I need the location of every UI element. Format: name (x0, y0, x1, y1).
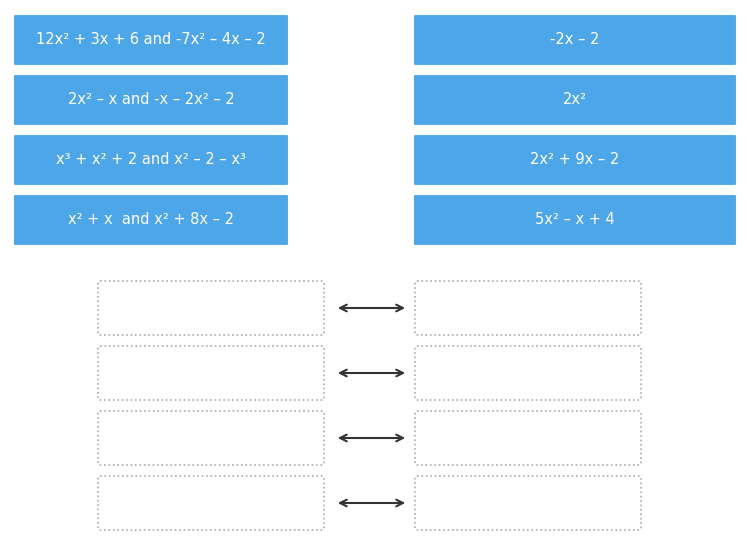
Text: 2x² + 9x – 2: 2x² + 9x – 2 (530, 153, 619, 168)
FancyBboxPatch shape (415, 411, 641, 465)
FancyBboxPatch shape (415, 281, 641, 335)
FancyBboxPatch shape (415, 346, 641, 400)
FancyBboxPatch shape (13, 194, 289, 246)
FancyBboxPatch shape (13, 74, 289, 126)
FancyBboxPatch shape (98, 476, 324, 530)
FancyBboxPatch shape (415, 476, 641, 530)
FancyBboxPatch shape (413, 74, 737, 126)
FancyBboxPatch shape (13, 134, 289, 186)
FancyBboxPatch shape (98, 411, 324, 465)
FancyBboxPatch shape (413, 134, 737, 186)
Text: 5x² – x + 4: 5x² – x + 4 (535, 213, 615, 228)
Text: x³ + x² + 2 and x² – 2 – x³: x³ + x² + 2 and x² – 2 – x³ (56, 153, 246, 168)
FancyBboxPatch shape (413, 14, 737, 66)
Text: 2x² – x and -x – 2x² – 2: 2x² – x and -x – 2x² – 2 (67, 93, 234, 108)
FancyBboxPatch shape (98, 346, 324, 400)
Text: 2x²: 2x² (563, 93, 587, 108)
FancyBboxPatch shape (13, 14, 289, 66)
Text: x² + x  and x² + 8x – 2: x² + x and x² + 8x – 2 (68, 213, 234, 228)
FancyBboxPatch shape (98, 281, 324, 335)
Text: -2x – 2: -2x – 2 (551, 32, 600, 48)
FancyBboxPatch shape (413, 194, 737, 246)
Text: 12x² + 3x + 6 and -7x² – 4x – 2: 12x² + 3x + 6 and -7x² – 4x – 2 (36, 32, 266, 48)
